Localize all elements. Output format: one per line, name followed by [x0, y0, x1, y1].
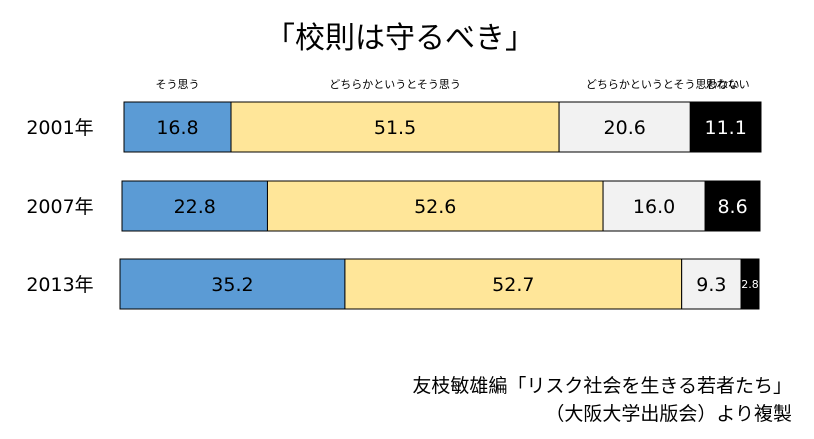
legend-item-3: どちらかというとそう思わない	[586, 78, 740, 91]
bar-segment	[602, 180, 706, 232]
bar-segment	[681, 258, 742, 310]
legend-item-2: どちらかというとそう思う	[329, 78, 461, 91]
source-citation-line2: （大阪大学出版会）より複製	[545, 403, 792, 425]
legend-item-4: 思わない	[706, 78, 750, 91]
data-label: 2.8	[741, 278, 759, 291]
year-labels: 2001年 2007年 2013年	[26, 117, 93, 296]
category-label: 2001年	[26, 117, 93, 139]
bar-segment	[704, 180, 761, 232]
data-label: 11.1	[704, 117, 746, 139]
bar-segment	[119, 258, 346, 310]
data-label: 9.3	[696, 274, 726, 296]
bar-segment	[121, 180, 268, 232]
bar-segment	[344, 258, 683, 310]
data-label: 52.6	[414, 196, 456, 218]
legend-item-1: そう思う	[156, 78, 200, 91]
data-label: 52.7	[492, 274, 534, 296]
bar-segment	[266, 180, 604, 232]
data-label: 8.6	[717, 196, 747, 218]
data-label: 22.8	[174, 196, 216, 218]
data-label: 51.5	[374, 117, 416, 139]
data-label: 20.6	[604, 117, 646, 139]
data-label: 35.2	[211, 274, 253, 296]
category-label: 2007年	[26, 196, 93, 218]
chart-title: 「校則は守るべき」	[265, 21, 535, 56]
bar-segment	[740, 258, 760, 310]
bar-segment	[689, 101, 762, 153]
category-label: 2013年	[26, 274, 93, 296]
data-label: 16.0	[633, 196, 675, 218]
bar-segment	[230, 101, 560, 153]
bars: 16.8 51.5 20.6 11.1 22.8 52.6 16.0 8.6 35.2 52.7 9…	[119, 101, 762, 310]
data-label: 16.8	[156, 117, 198, 139]
source-citation-line1: 友枝敏雄編「リスク社会を生きる若者たち」	[412, 375, 792, 397]
